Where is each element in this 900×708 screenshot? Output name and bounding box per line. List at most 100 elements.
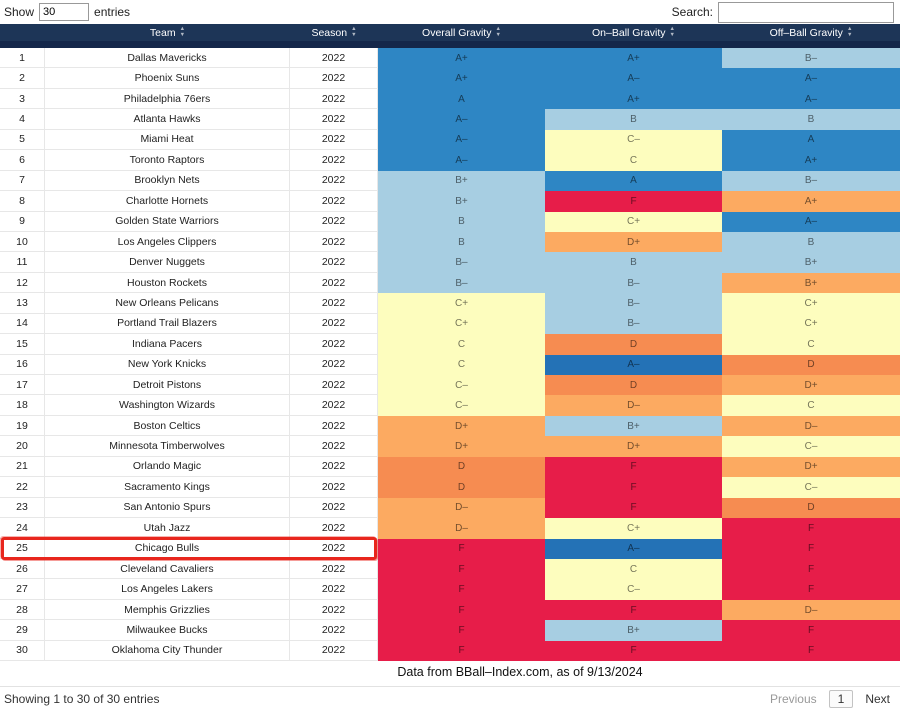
off-ball-grade-cell: B+ [722,272,900,294]
overall-grade-cell: F [378,538,545,559]
table-row: 18 Washington Wizards 2022 C– D– C [0,395,900,416]
team-cell: Miami Heat [45,129,290,151]
row-number-cell: 21 [0,456,45,478]
pagination: Previous 1 Next [770,690,890,708]
header-overall-gravity[interactable]: Overall Gravity ▲ ▼ [378,24,545,41]
off-ball-grade-cell: A– [722,88,900,110]
off-ball-grade-cell: B+ [722,252,900,273]
off-ball-grade-cell: D– [722,415,900,437]
off-ball-grade-cell: A– [722,68,900,89]
team-cell: Memphis Grizzlies [45,599,290,621]
entries-input[interactable] [39,3,90,21]
header-team[interactable]: Team ▲ ▼ [45,24,290,41]
page-length-control: Show entries [4,3,130,21]
off-ball-grade-cell: C+ [722,313,900,335]
on-ball-grade-cell: F [545,456,722,478]
row-number-cell: 3 [0,88,45,110]
row-number-cell: 15 [0,334,45,355]
row-number-cell: 22 [0,477,45,498]
row-number-cell: 8 [0,191,45,212]
overall-grade-cell: D+ [378,415,545,437]
team-cell: Denver Nuggets [45,252,290,273]
team-cell: Toronto Raptors [45,150,290,171]
season-cell: 2022 [290,272,378,294]
off-ball-grade-cell: C [722,334,900,355]
show-label: Show [4,5,35,19]
off-ball-grade-cell: F [722,558,900,580]
team-cell: San Antonio Spurs [45,497,290,519]
table-row: 25 Chicago Bulls 2022 F A– F [0,537,900,560]
header-off-ball-gravity[interactable]: Off–Ball Gravity ▲ ▼ [722,24,900,41]
overall-grade-cell: F [378,599,545,621]
off-ball-grade-cell: C– [722,477,900,498]
pagination-previous[interactable]: Previous [769,692,817,707]
row-number-cell: 28 [0,599,45,621]
table-row: 6 Toronto Raptors 2022 A– C A+ [0,150,900,171]
search-input[interactable] [718,1,894,23]
table-row: 24 Utah Jazz 2022 D– C+ F [0,518,900,539]
table-row: 15 Indiana Pacers 2022 C D C [0,334,900,355]
header-season[interactable]: Season ▲ ▼ [290,24,378,41]
overall-grade-cell: C+ [378,313,545,335]
team-cell: Boston Celtics [45,415,290,437]
table-row: 17 Detroit Pistons 2022 C– D D+ [0,375,900,396]
on-ball-grade-cell: C [545,150,722,171]
pagination-next[interactable]: Next [865,692,890,707]
table-row: 28 Memphis Grizzlies 2022 F F D– [0,599,900,621]
off-ball-grade-cell: F [722,620,900,641]
sort-icon: ▲ ▼ [179,26,186,38]
row-number-cell: 23 [0,497,45,519]
team-cell: New York Knicks [45,354,290,375]
team-cell: Brooklyn Nets [45,170,290,192]
on-ball-grade-cell: B– [545,313,722,335]
overall-grade-cell: C– [378,395,545,416]
table-row: 21 Orlando Magic 2022 D F D+ [0,456,900,478]
pagination-page-1[interactable]: 1 [828,690,854,708]
on-ball-grade-cell: D+ [545,436,722,457]
off-ball-grade-cell: D [722,497,900,519]
table-row: 20 Minnesota Timberwolves 2022 D+ D+ C– [0,436,900,457]
row-number-cell: 7 [0,170,45,192]
on-ball-grade-cell: A– [545,68,722,89]
header-on-ball-gravity[interactable]: On–Ball Gravity ▲ ▼ [545,24,722,41]
table-row: 5 Miami Heat 2022 A– C– A [0,129,900,151]
table-row: 30 Oklahoma City Thunder 2022 F F F [0,640,900,662]
overall-grade-cell: D [378,456,545,478]
overall-grade-cell: B– [378,272,545,294]
overall-grade-cell: C [378,354,545,375]
team-cell: Orlando Magic [45,456,290,478]
header-row-number[interactable] [0,24,45,41]
row-number-cell: 12 [0,272,45,294]
overall-grade-cell: B [378,231,545,253]
table-row: 14 Portland Trail Blazers 2022 C+ B– C+ [0,313,900,335]
off-ball-grade-cell: F [722,538,900,559]
table-footer: Showing 1 to 30 of 30 entries Previous 1… [0,687,900,708]
on-ball-grade-cell: C– [545,129,722,151]
table-controls: Show entries Search: [0,0,900,24]
team-cell: Chicago Bulls [45,538,290,559]
overall-grade-cell: B+ [378,191,545,212]
season-cell: 2022 [290,170,378,192]
team-cell: Portland Trail Blazers [45,313,290,335]
on-ball-grade-cell: B– [545,293,722,314]
table-row: 2 Phoenix Suns 2022 A+ A– A– [0,68,900,89]
header-team-label: Team [149,26,176,39]
sort-icon: ▲ ▼ [846,26,853,38]
overall-grade-cell: B– [378,252,545,273]
overall-grade-cell: F [378,620,545,641]
season-cell: 2022 [290,88,378,110]
off-ball-grade-cell: A [722,129,900,151]
overall-grade-cell: B+ [378,170,545,192]
season-cell: 2022 [290,538,378,559]
team-cell: New Orleans Pelicans [45,293,290,314]
row-number-cell: 1 [0,48,45,69]
off-ball-grade-cell: F [722,518,900,539]
team-cell: Indiana Pacers [45,334,290,355]
team-cell: Washington Wizards [45,395,290,416]
off-ball-grade-cell: D+ [722,456,900,478]
off-ball-grade-cell: A– [722,211,900,232]
on-ball-grade-cell: A– [545,354,722,375]
off-ball-grade-cell: D+ [722,375,900,396]
on-ball-grade-cell: B [545,109,722,130]
on-ball-grade-cell: C+ [545,518,722,539]
